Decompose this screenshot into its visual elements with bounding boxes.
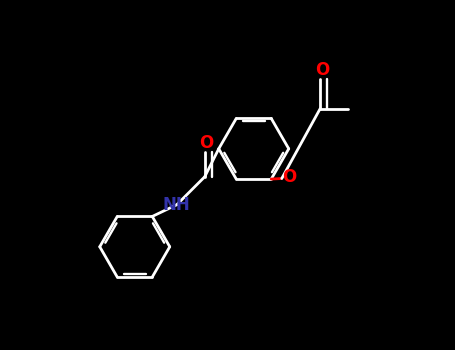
Text: O: O bbox=[282, 168, 297, 186]
Text: NH: NH bbox=[163, 196, 191, 214]
Text: O: O bbox=[315, 61, 329, 79]
Text: O: O bbox=[199, 134, 214, 153]
